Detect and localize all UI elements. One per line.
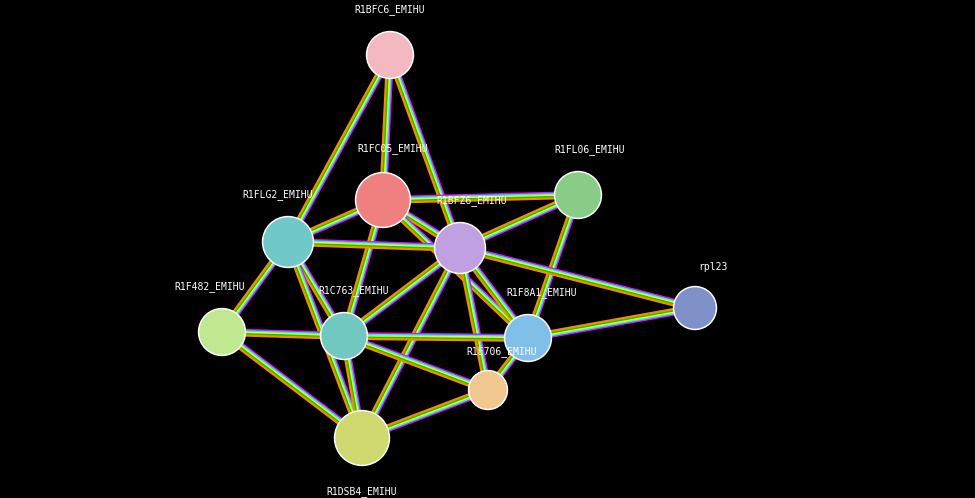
Circle shape — [506, 316, 550, 360]
Text: R1F482_EMIHU: R1F482_EMIHU — [175, 281, 246, 292]
Circle shape — [356, 172, 410, 228]
Circle shape — [556, 173, 600, 217]
Text: R1FC05_EMIHU: R1FC05_EMIHU — [358, 143, 428, 154]
Text: R1FL06_EMIHU: R1FL06_EMIHU — [555, 144, 625, 155]
Circle shape — [321, 313, 368, 360]
Text: R1DSB4_EMIHU: R1DSB4_EMIHU — [327, 486, 397, 497]
Text: rpl23: rpl23 — [698, 262, 727, 272]
Circle shape — [435, 223, 486, 273]
Text: R1E706_EMIHU: R1E706_EMIHU — [467, 346, 537, 357]
Circle shape — [334, 410, 389, 466]
Circle shape — [322, 314, 366, 358]
Circle shape — [368, 33, 412, 77]
Circle shape — [555, 171, 602, 219]
Circle shape — [262, 217, 314, 267]
Circle shape — [357, 174, 409, 226]
Circle shape — [469, 371, 508, 409]
Circle shape — [436, 224, 484, 272]
Circle shape — [264, 218, 312, 266]
Text: R1FLG2_EMIHU: R1FLG2_EMIHU — [243, 189, 313, 200]
Circle shape — [504, 315, 552, 362]
Circle shape — [199, 308, 246, 356]
Circle shape — [674, 286, 717, 330]
Text: R1F8A1_EMIHU: R1F8A1_EMIHU — [507, 287, 577, 298]
Circle shape — [336, 412, 388, 464]
Circle shape — [200, 310, 244, 354]
Text: R1BFZ6_EMIHU: R1BFZ6_EMIHU — [437, 195, 507, 206]
Text: R1BFC6_EMIHU: R1BFC6_EMIHU — [355, 4, 425, 15]
Circle shape — [367, 31, 413, 79]
Text: R1C763_EMIHU: R1C763_EMIHU — [319, 285, 389, 296]
Circle shape — [675, 288, 715, 328]
Circle shape — [470, 372, 506, 408]
